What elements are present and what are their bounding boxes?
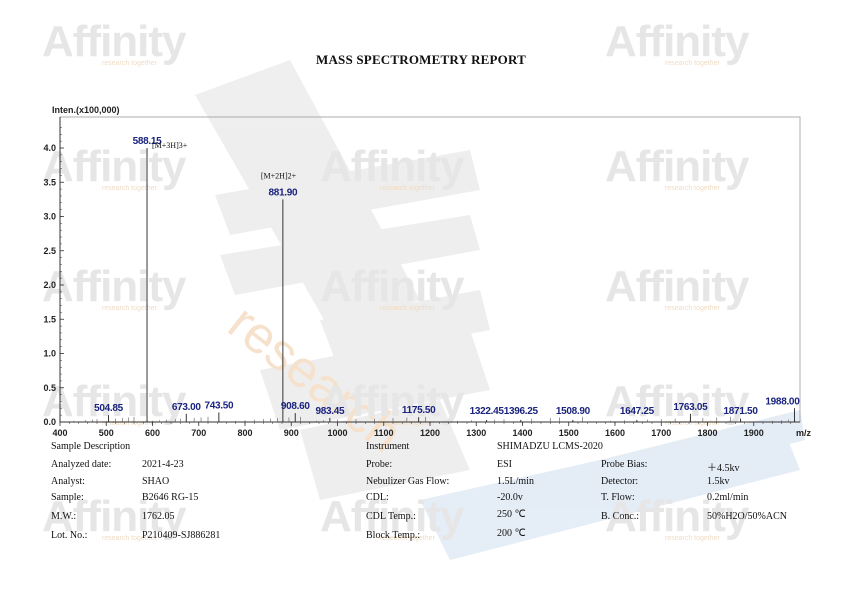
- sample-row-value: P210409-SJ886281: [142, 530, 221, 541]
- x-tick-label: 500: [99, 428, 114, 438]
- detector-row-value: 1.5kv: [707, 476, 730, 487]
- sample-row-label: Sample:: [51, 492, 84, 503]
- x-tick-label: 1700: [651, 428, 671, 438]
- watermark-logo: Affinity research together: [605, 17, 750, 68]
- x-tick-label: 600: [145, 428, 160, 438]
- y-tick-label: 0.5: [43, 383, 56, 393]
- sample-row-label: Lot. No.:: [51, 530, 88, 541]
- x-tick-label: 1200: [420, 428, 440, 438]
- watermark-logo: Affinity research together: [320, 142, 465, 193]
- sample-row-value: 1762.05: [142, 511, 175, 522]
- instrument-heading: Instrument: [366, 441, 410, 452]
- instrument-row-label: CDL Temp.:: [366, 511, 416, 522]
- x-tick-label: 1000: [327, 428, 347, 438]
- x-tick-label: 400: [52, 428, 67, 438]
- x-tick-label: 1400: [512, 428, 532, 438]
- sample-row-value: 2021-4-23: [142, 459, 184, 470]
- instrument-row-value: 250 ℃: [497, 509, 526, 520]
- watermark-logo: Affinity research together: [42, 142, 187, 193]
- x-tick-label: 1600: [605, 428, 625, 438]
- y-axis-label: Inten.(x100,000): [52, 105, 120, 115]
- detector-row-label: T. Flow:: [601, 492, 635, 503]
- detector-row-label: Detector:: [601, 476, 639, 487]
- y-tick-label: 2.0: [43, 280, 56, 290]
- sample-row-label: M.W.:: [51, 511, 77, 522]
- instrument-row-label: Probe:: [366, 459, 393, 470]
- peak-label: 983.45: [315, 406, 345, 417]
- peak-label: 1175.50: [402, 405, 436, 416]
- peak-annotation: [M+2H]2+: [261, 171, 297, 180]
- x-tick-label: 1900: [744, 428, 764, 438]
- x-tick-label: 700: [191, 428, 206, 438]
- peak-label: 1647.25: [620, 406, 655, 417]
- watermark-logo: Affinity research together: [42, 377, 187, 428]
- detector-row-label: B. Conc.:: [601, 511, 640, 522]
- peak-label: 1396.25: [504, 406, 539, 417]
- y-tick-label: 3.5: [43, 177, 56, 187]
- y-tick-label: 1.5: [43, 314, 56, 324]
- instrument-row-label: CDL:: [366, 492, 389, 503]
- sample-row-value: B2646 RG-15: [142, 492, 199, 503]
- watermark-logo: Affinity research together: [42, 262, 187, 313]
- y-tick-label: 0.0: [43, 417, 56, 427]
- peak-label: 504.85: [94, 403, 124, 414]
- detector-row-value: 50%H2O/50%ACN: [707, 511, 787, 522]
- y-tick-label: 3.0: [43, 212, 56, 222]
- instrument-value: SHIMADZU LCMS-2020: [497, 441, 603, 452]
- peak-annotation: [M+3H]3+: [152, 141, 188, 150]
- peak-label: 588.15: [133, 136, 163, 147]
- x-tick-label: 1100: [374, 428, 394, 438]
- peak-label: 743.50: [204, 400, 234, 411]
- detector-row-value: ＋4.5kv: [707, 463, 740, 474]
- x-tick-label: 1500: [559, 428, 579, 438]
- watermark-logo: Affinity research together: [320, 492, 465, 543]
- instrument-row-value: -20.0v: [497, 492, 523, 503]
- detector-row-value: 0.2ml/min: [707, 492, 749, 503]
- watermark-logo: Affinity research together: [605, 262, 750, 313]
- watermark-logo: Affinity research together: [42, 17, 187, 68]
- sample-row-label: Analyst:: [51, 476, 85, 487]
- peak-label: 1508.90: [556, 406, 591, 417]
- peak-label: 908.60: [281, 401, 311, 412]
- x-tick-label: 1800: [697, 428, 717, 438]
- x-tick-label: 900: [284, 428, 299, 438]
- peak-label: 1871.50: [724, 406, 759, 417]
- watermark-logo: Affinity research together: [605, 492, 750, 543]
- instrument-row-value: 1.5L/min: [497, 476, 534, 487]
- x-axis-label: m/z: [796, 428, 812, 438]
- watermark-logo: Affinity research together: [605, 142, 750, 193]
- peak-label: 1322.45: [470, 406, 505, 417]
- sample-row-value: SHAO: [142, 476, 170, 487]
- plot-frame: [59, 116, 801, 423]
- instrument-row-value: 200 ℃: [497, 528, 526, 539]
- x-tick-label: 1300: [466, 428, 486, 438]
- watermark-logo: Affinity research together: [320, 262, 465, 313]
- y-tick-label: 4.0: [43, 143, 56, 153]
- peak-label: 881.90: [268, 187, 298, 198]
- peak-label: 673.00: [172, 402, 202, 413]
- watermark-logo: Affinity research together: [42, 492, 187, 543]
- y-tick-label: 1.0: [43, 349, 56, 359]
- report-title: MASS SPECTROMETRY REPORT: [316, 52, 526, 67]
- watermark-logo: Affinity research together: [605, 377, 750, 428]
- instrument-row-label: Block Temp.:: [366, 530, 421, 541]
- detector-row-label: Probe Bias:: [601, 459, 648, 470]
- watermark-logo: Affinity research together: [320, 377, 465, 428]
- peak-label: 1988.00: [765, 396, 800, 407]
- peak-label: 1763.05: [673, 402, 708, 413]
- y-tick-label: 2.5: [43, 246, 56, 256]
- sample-description-heading: Sample Description: [51, 441, 131, 452]
- sample-row-label: Analyzed date:: [51, 459, 112, 470]
- instrument-row-value: ESI: [497, 459, 512, 470]
- instrument-row-label: Nebulizer Gas Flow:: [366, 476, 450, 487]
- x-tick-label: 800: [237, 428, 252, 438]
